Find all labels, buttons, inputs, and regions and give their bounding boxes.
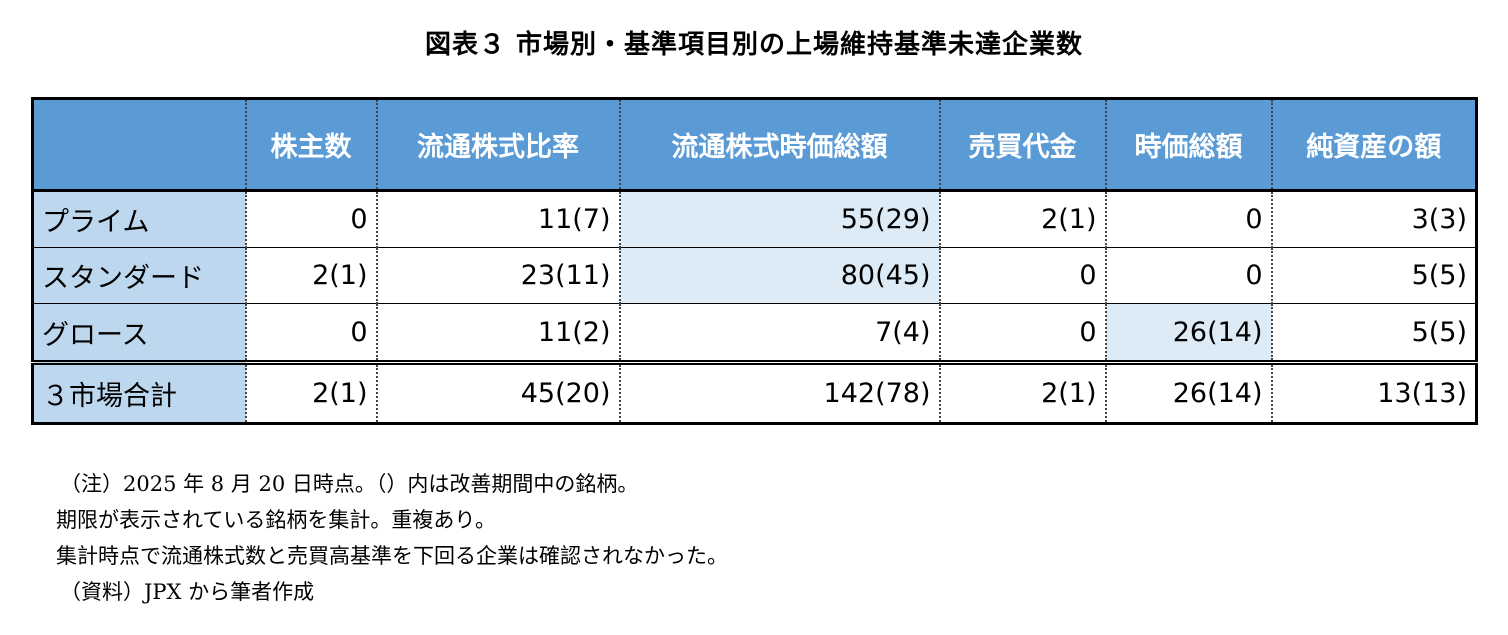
column-header: 時価総額 bbox=[1104, 98, 1272, 192]
row-label: スタンダード bbox=[32, 247, 246, 305]
data-table: 株主数 流通株式比率 流通株式時価総額 売買代金 時価総額 純資産の額 プライム… bbox=[31, 97, 1478, 425]
note-line: 集計時点で流通株式数と売買高基準を下回る企業は確認されなかった。 bbox=[56, 544, 728, 568]
table-cell: 0 bbox=[244, 190, 377, 249]
table-cell: 11(2) bbox=[375, 303, 620, 363]
total-cell: 142(78) bbox=[618, 359, 940, 425]
table-cell: 5(5) bbox=[1270, 247, 1477, 305]
note-line: 期限が表示されている銘柄を集計。重複あり。 bbox=[56, 508, 496, 532]
table-cell: 11(7) bbox=[375, 190, 620, 249]
total-cell: 26(14) bbox=[1104, 359, 1272, 425]
table-cell: 5(5) bbox=[1270, 303, 1477, 363]
column-header: 株主数 bbox=[244, 98, 377, 192]
total-label: ３市場合計 bbox=[32, 359, 246, 425]
table-cell: 23(11) bbox=[375, 247, 620, 305]
total-row: ３市場合計 2(1) 45(20) 142(78) 2(1) 26(14) 13… bbox=[32, 359, 1477, 425]
table-cell: 7(4) bbox=[618, 303, 940, 363]
note-line: （注）2025 年 8 月 20 日時点。（）内は改善期間中の銘柄。 bbox=[60, 472, 639, 496]
chart-title: 図表３ 市場別・基準項目別の上場維持基準未達企業数 bbox=[424, 30, 1084, 60]
table-cell: 0 bbox=[1104, 190, 1272, 249]
note-line: （資料）JPX から筆者作成 bbox=[60, 580, 315, 604]
table-cell: 0 bbox=[938, 303, 1106, 363]
column-header: 流通株式比率 bbox=[375, 98, 620, 192]
table-row: グロース 0 11(2) 7(4) 0 26(14) 5(5) bbox=[32, 303, 1477, 363]
table-cell: 3(3) bbox=[1270, 190, 1477, 249]
total-cell: 2(1) bbox=[244, 359, 377, 425]
header-corner bbox=[32, 98, 246, 192]
total-cell: 45(20) bbox=[375, 359, 620, 425]
table-cell: 0 bbox=[938, 247, 1106, 305]
table-cell: 0 bbox=[244, 303, 377, 363]
total-cell: 13(13) bbox=[1270, 359, 1477, 425]
table-row: プライム 0 11(7) 55(29) 2(1) 0 3(3) bbox=[32, 190, 1477, 249]
table-cell: 80(45) bbox=[618, 247, 940, 305]
column-header: 売買代金 bbox=[938, 98, 1106, 192]
table-cell: 2(1) bbox=[938, 190, 1106, 249]
column-header: 純資産の額 bbox=[1270, 98, 1477, 192]
column-header: 流通株式時価総額 bbox=[618, 98, 940, 192]
total-cell: 2(1) bbox=[938, 359, 1106, 425]
table-cell: 26(14) bbox=[1104, 303, 1272, 363]
table-cell: 55(29) bbox=[618, 190, 940, 249]
row-label: プライム bbox=[32, 190, 246, 249]
table-cell: 0 bbox=[1104, 247, 1272, 305]
row-label: グロース bbox=[32, 303, 246, 363]
notes: （注）2025 年 8 月 20 日時点。（）内は改善期間中の銘柄。 期限が表示… bbox=[56, 466, 728, 610]
table-cell: 2(1) bbox=[244, 247, 377, 305]
table-row: スタンダード 2(1) 23(11) 80(45) 0 0 5(5) bbox=[32, 247, 1477, 305]
